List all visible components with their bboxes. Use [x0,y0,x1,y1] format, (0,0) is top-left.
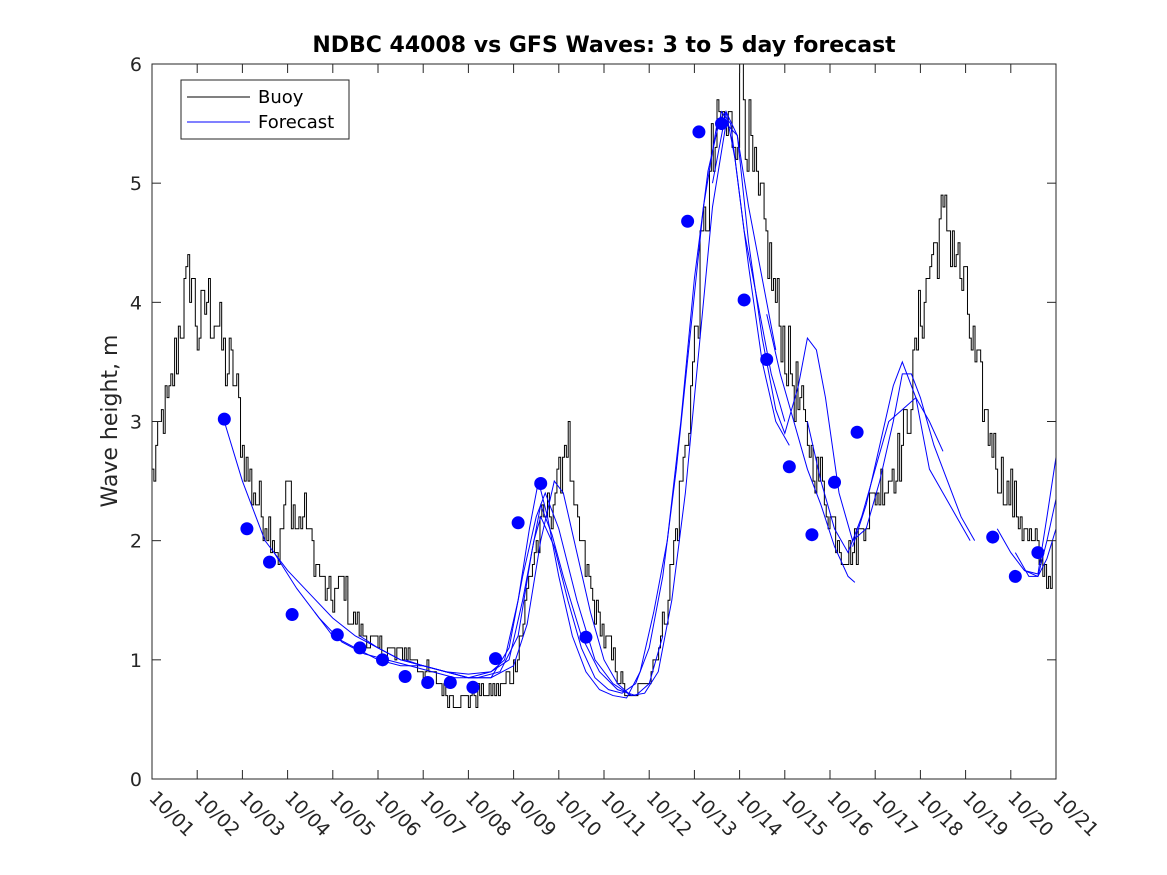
legend-box [180,79,350,140]
forecast-series-line-2 [273,503,664,697]
forecast-marker-2 [240,522,254,536]
forecast-marker-3 [263,555,277,569]
forecast-series-line-9 [852,360,971,547]
forecast-marker-24 [850,425,864,439]
y-tick-label: 5 [130,173,142,195]
forecast-marker-5 [330,628,344,642]
y-tick-label: 3 [130,412,142,434]
y-tick-label: 6 [130,54,142,76]
chart-title: NDBC 44008 vs GFS Waves: 3 to 5 day fore… [312,33,896,58]
y-tick-label: 2 [130,531,142,553]
forecast-marker-11 [466,680,480,694]
forecast-marker-13 [511,516,525,530]
forecast-marker-25 [986,530,1000,544]
forecast-marker-22 [805,528,819,542]
forecast-marker-4 [285,608,299,622]
y-axis-label: Wave height, m [98,335,123,508]
forecast-series-line-8 [806,396,944,554]
forecast-marker-15 [579,630,593,644]
forecast-marker-17 [692,125,706,139]
forecast-marker-19 [737,293,751,307]
forecast-marker-27 [1031,546,1045,560]
y-tick-label: 4 [130,292,142,314]
plot-area [152,64,1056,708]
forecast-marker-23 [828,475,842,489]
forecast-marker-16 [681,214,695,228]
legend: Buoy Forecast [180,79,350,140]
forecast-marker-6 [353,641,367,655]
y-tick-label: 0 [130,769,142,791]
plot-content [152,64,1056,708]
forecast-marker-26 [1008,569,1022,583]
forecast-marker-10 [443,675,457,689]
forecast-series-line-12 [1024,457,1056,575]
forecast-marker-20 [760,353,774,367]
legend-buoy-label: Buoy [258,87,304,108]
forecast-marker-1 [217,412,231,426]
forecast-marker-9 [421,675,435,689]
legend-forecast-label: Forecast [258,112,334,133]
buoy-series-line [152,64,1053,708]
forecast-marker-12 [489,652,503,666]
forecast-series-line-3 [314,122,777,697]
forecast-marker-21 [782,460,796,474]
forecast-marker-14 [534,476,548,490]
forecast-series-line-4 [359,110,786,699]
forecast-series-line-7 [766,314,856,583]
forecast-marker-18 [715,117,729,131]
forecast-series-line-5 [404,110,790,694]
forecast-marker-7 [376,653,390,667]
forecast-series-line-10 [996,528,1056,578]
y-tick-label: 1 [130,650,142,672]
forecast-series-line-11 [1014,498,1056,577]
forecast-marker-8 [398,670,412,684]
